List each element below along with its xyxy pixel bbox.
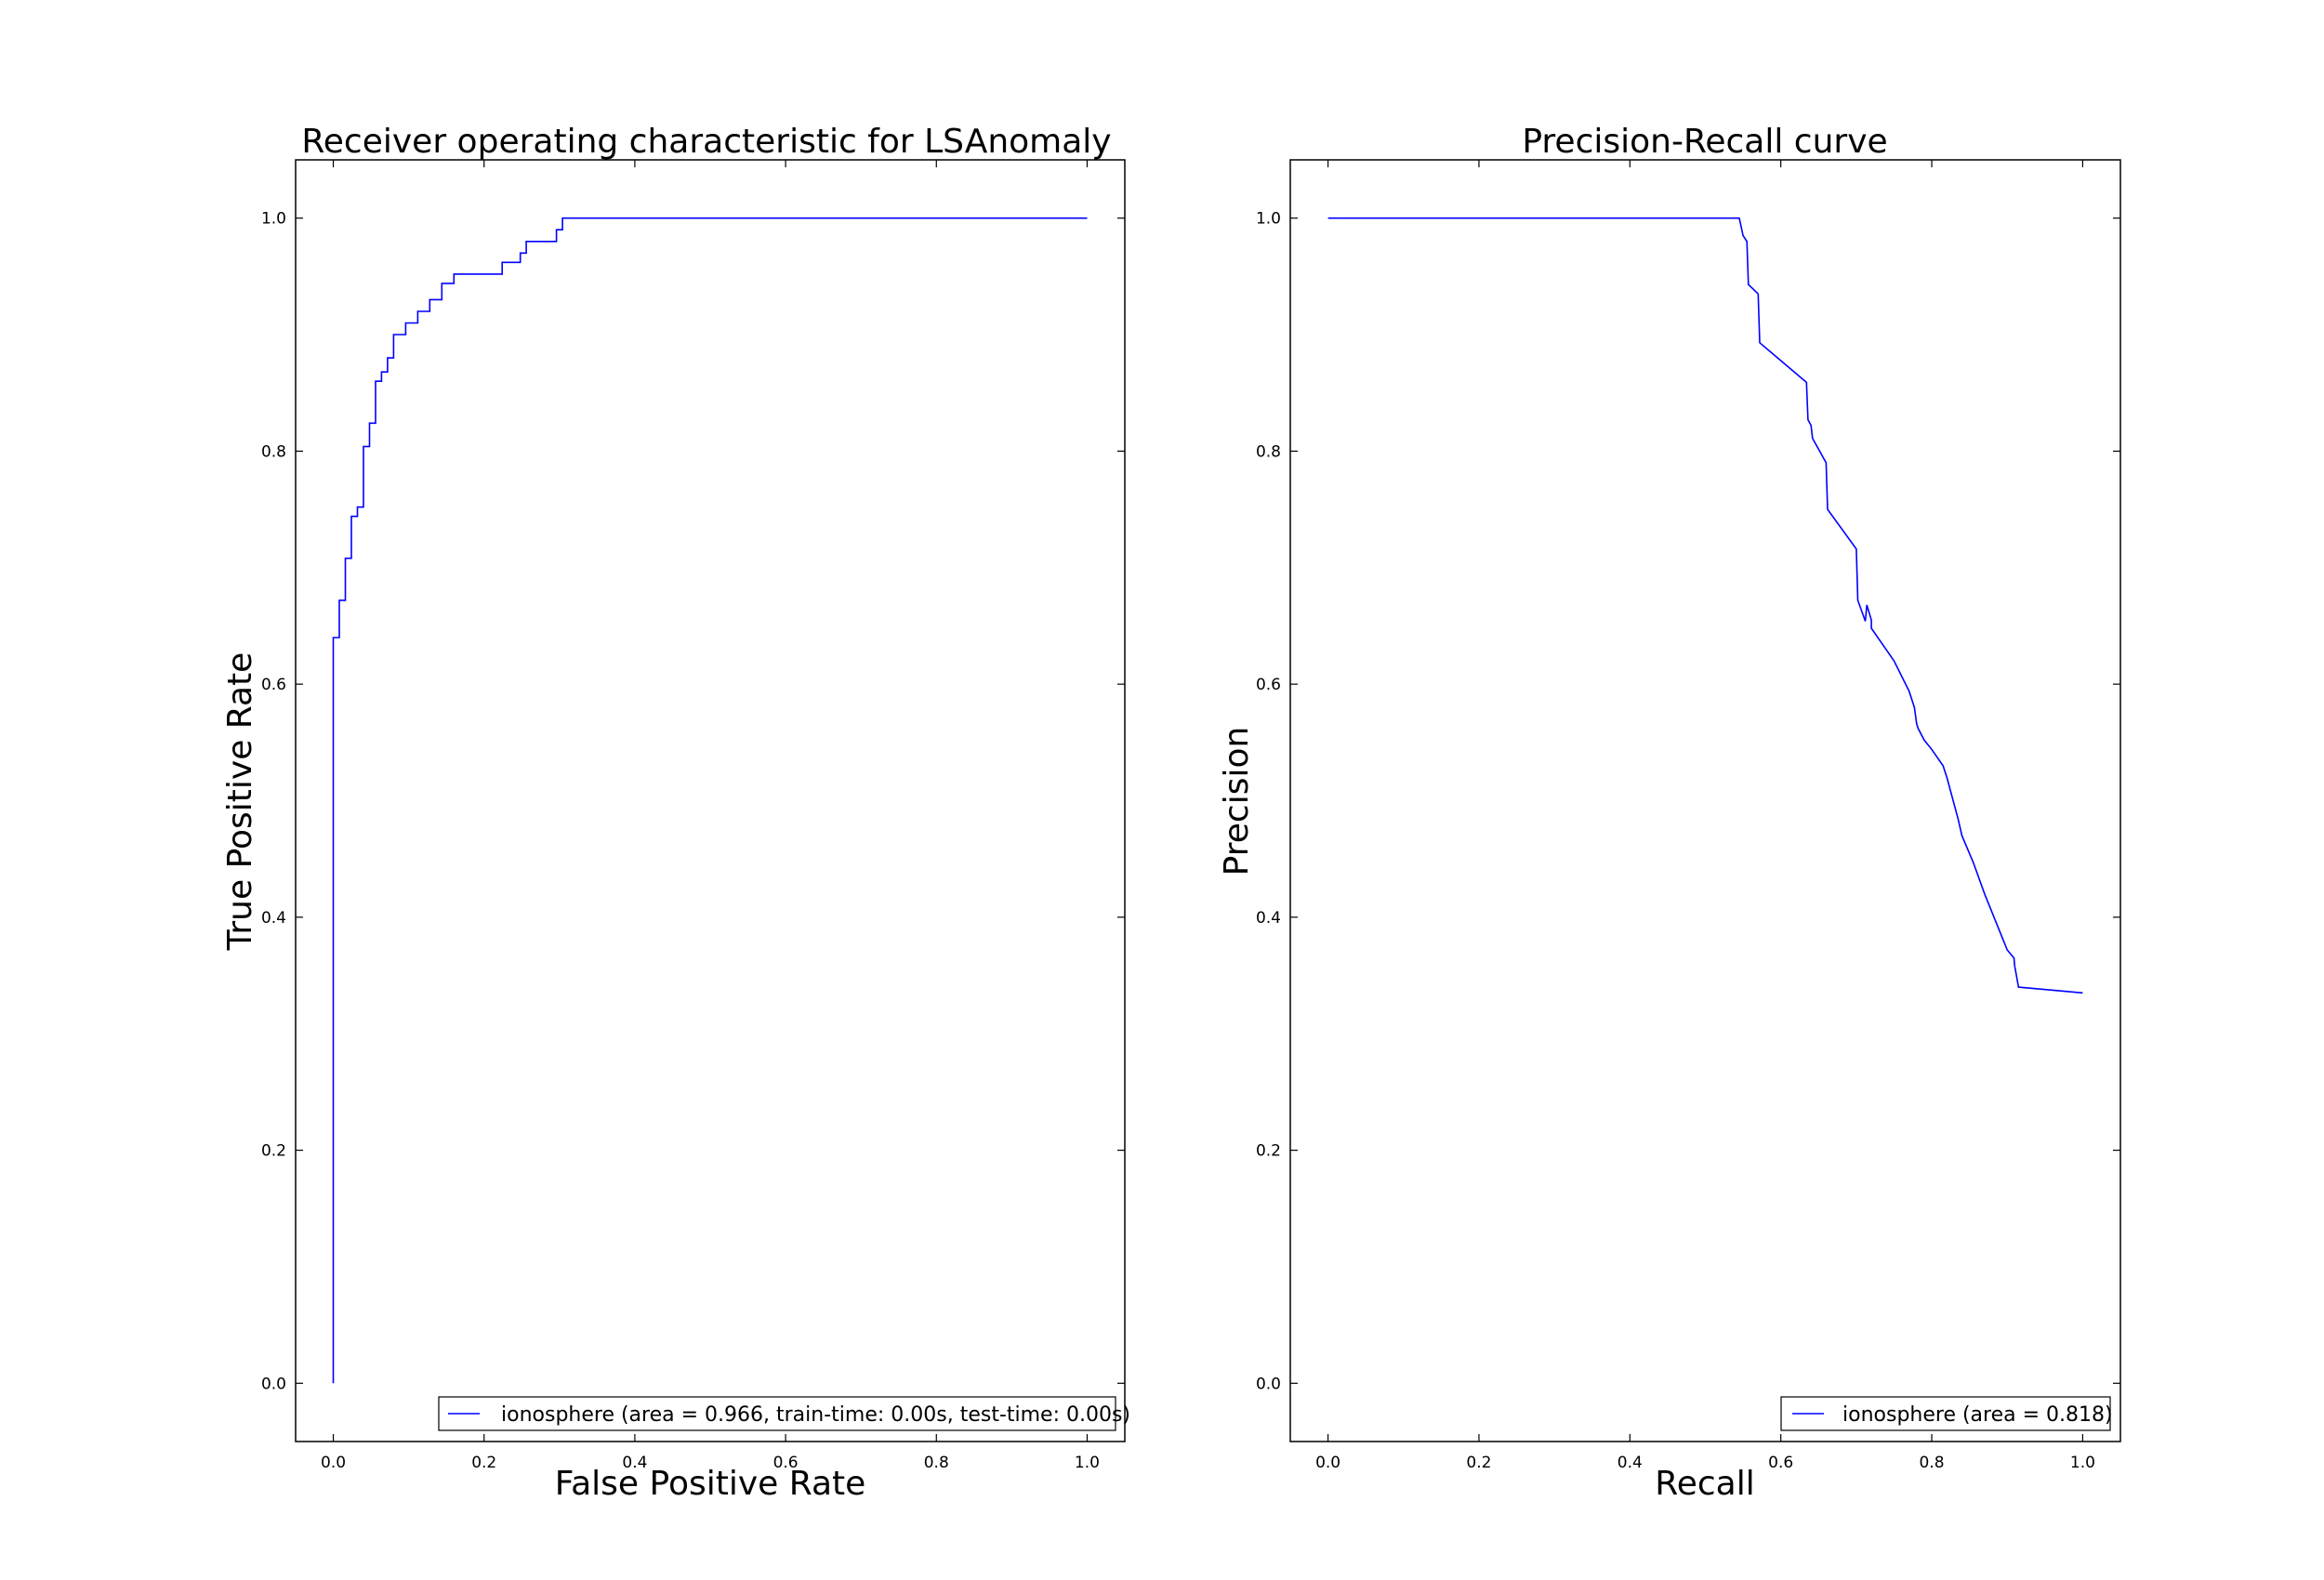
- pr-y-tick-label: 0.8: [1256, 442, 1281, 461]
- pr-chart-title: Precision-Recall curve: [1522, 123, 1887, 161]
- pr-x-tick-label: 0.0: [1315, 1454, 1340, 1472]
- pr-y-tick-label: 0.2: [1256, 1142, 1281, 1161]
- pr-chart: Precision-Recall curve 0.0 0.2 0.4 0.6 0.8 1.…: [1218, 123, 2121, 1503]
- pr-x-axis: 0.0 0.2 0.4 0.6 0.8 1.0: [1315, 160, 2095, 1472]
- roc-y-axis: 0.0 0.2 0.4 0.6 0.8 1.0: [261, 210, 1125, 1393]
- roc-plot-frame: [295, 159, 1126, 1442]
- pr-x-tick-label: 0.6: [1768, 1454, 1793, 1472]
- roc-x-tick-label: 0.8: [924, 1454, 949, 1472]
- roc-legend-box: [438, 1396, 1116, 1431]
- roc-y-tick-label: 0.6: [261, 676, 286, 694]
- pr-legend-box: [1780, 1396, 2111, 1431]
- roc-series-group: [332, 217, 1088, 1384]
- roc-x-tick-label: 0.0: [321, 1454, 346, 1472]
- roc-x-axis: 0.0 0.2 0.4 0.6 0.8 1.0: [321, 160, 1100, 1472]
- roc-legend-label: ionosphere (area = 0.966, train-time: 0.…: [501, 1403, 1130, 1427]
- roc-chart: Receiver operating characteristic for LS…: [221, 123, 1130, 1503]
- roc-chart-title: Receiver operating characteristic for LS…: [301, 123, 1111, 161]
- roc-x-axis-label: False Positive Rate: [555, 1465, 866, 1503]
- pr-y-tick-label: 0.4: [1256, 909, 1281, 928]
- pr-x-tick-label: 0.2: [1466, 1454, 1491, 1472]
- pr-series-line-0: [1327, 217, 2083, 994]
- roc-y-tick-label: 0.4: [261, 909, 286, 928]
- roc-x-tick-label: 0.4: [622, 1454, 647, 1472]
- roc-x-tick-label: 0.2: [471, 1454, 496, 1472]
- roc-y-tick-label: 0.0: [261, 1375, 286, 1393]
- pr-y-tick-label: 0.0: [1256, 1375, 1281, 1393]
- pr-series-group: [1327, 217, 2083, 994]
- pr-y-tick-label: 1.0: [1256, 210, 1281, 229]
- pr-legend-label: ionosphere (area = 0.818): [1842, 1403, 2113, 1427]
- roc-legend: ionosphere (area = 0.966, train-time: 0.…: [438, 1396, 1130, 1431]
- pr-x-tick-label: 1.0: [2070, 1454, 2095, 1472]
- roc-y-tick-label: 1.0: [261, 210, 286, 229]
- roc-y-tick-label: 0.8: [261, 442, 286, 461]
- roc-y-tick-label: 0.2: [261, 1142, 286, 1161]
- roc-y-axis-label: True Positive Rate: [221, 652, 259, 952]
- pr-y-axis: 0.0 0.2 0.4 0.6 0.8 1.0: [1256, 210, 2120, 1393]
- pr-x-tick-label: 0.4: [1618, 1454, 1643, 1472]
- pr-legend: ionosphere (area = 0.818): [1780, 1396, 2113, 1431]
- pr-y-tick-label: 0.6: [1256, 676, 1281, 694]
- roc-x-tick-label: 1.0: [1075, 1454, 1100, 1472]
- pr-plot-frame: [1289, 159, 2121, 1442]
- pr-x-tick-label: 0.8: [1920, 1454, 1945, 1472]
- roc-x-tick-label: 0.6: [773, 1454, 799, 1472]
- pr-x-axis-label: Recall: [1655, 1465, 1754, 1503]
- roc-series-line-0: [332, 217, 1088, 1384]
- pr-y-axis-label: Precision: [1218, 727, 1256, 876]
